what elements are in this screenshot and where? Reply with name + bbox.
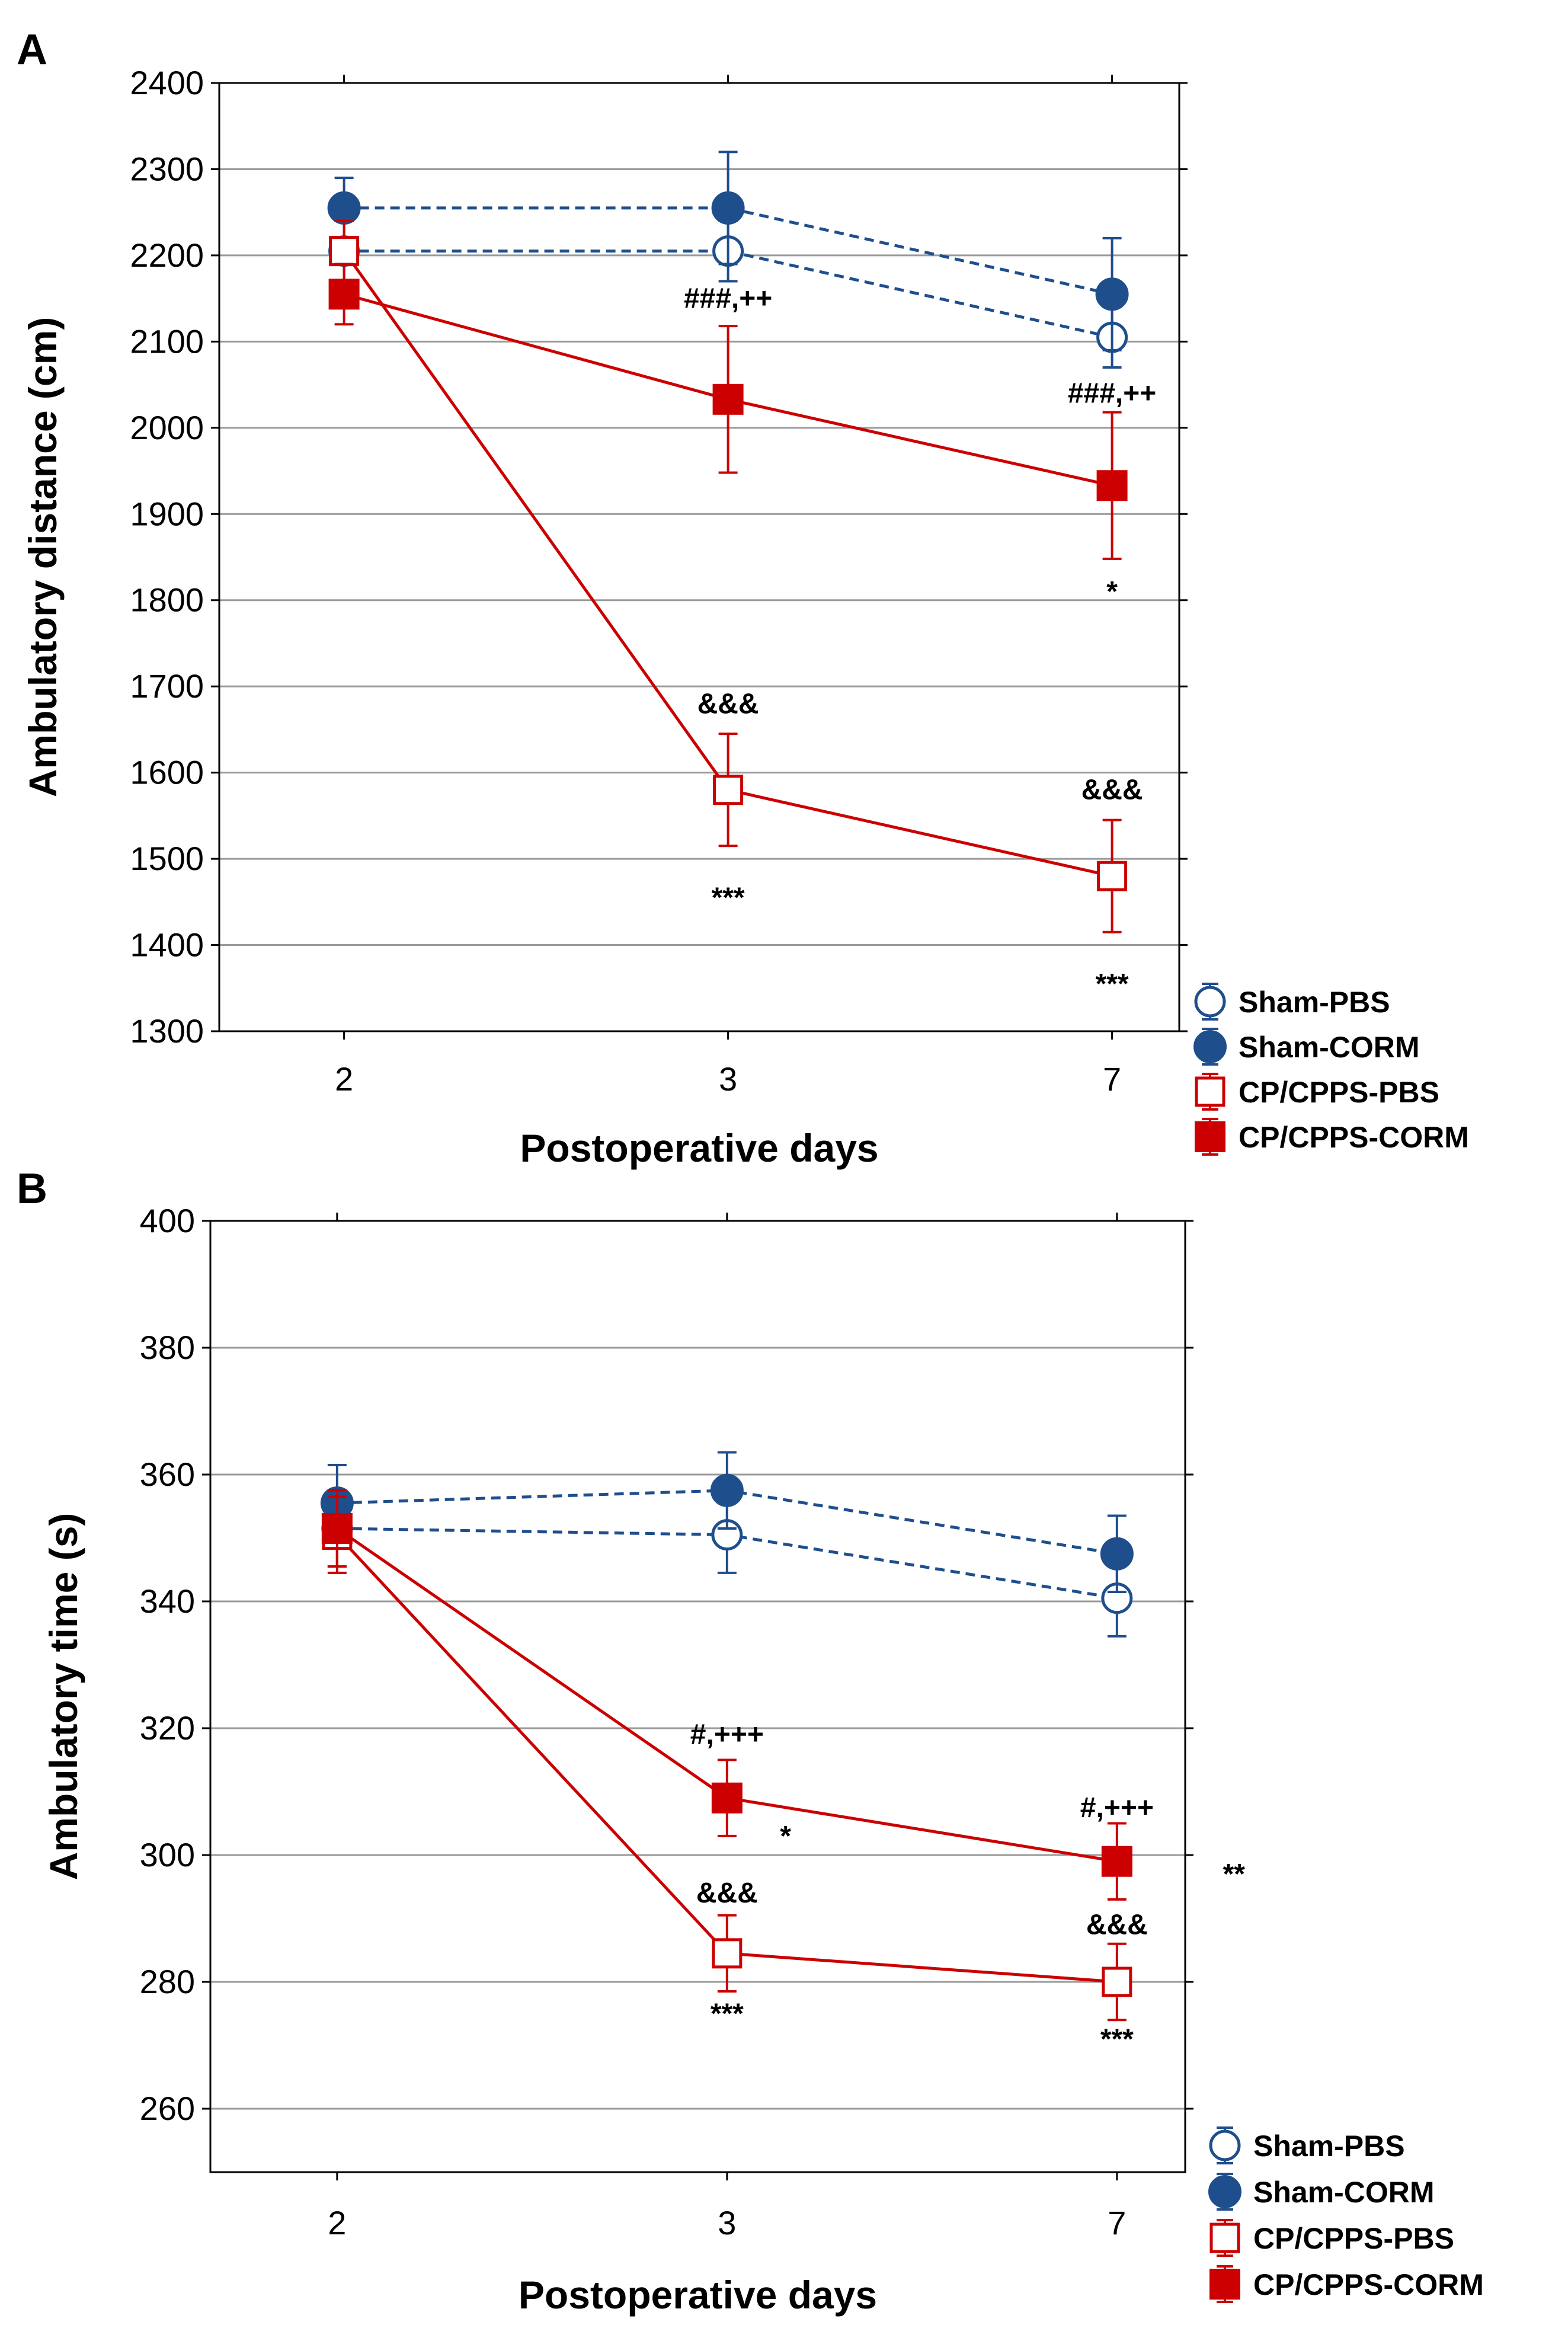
y-tick-label: 2100 [130,322,204,360]
significance-annotation: *** [712,882,745,914]
y-tick-label: 2200 [130,236,204,274]
legend-marker [1209,2223,1240,2253]
y-tick-label: 320 [140,1709,195,1747]
data-point [710,1473,744,1507]
y-tick-label: 1900 [130,495,204,532]
legend: Sham-PBS Sham-CORM CP/CPPS-PBS CP/CPPS-CORM [1208,2126,1484,2303]
significance-annotation: * [780,1821,791,1852]
legend-marker [1195,1076,1225,1107]
y-tick-label: 2300 [130,150,204,187]
x-tick-label: 3 [718,2204,736,2241]
legend-label: CP/CPPS-PBS [1253,2222,1454,2255]
series-sham-corm [327,151,1129,351]
panel-a: A 1300 1400 1500 1600 1700 1800 1900 2000 2100 220… [17,26,1469,1170]
y-tick-label: 360 [140,1456,195,1493]
y-tick-label: 400 [140,1202,195,1239]
significance-annotation: *** [1096,968,1129,1000]
data-point [712,1938,743,1969]
significance-annotation: *** [711,1998,744,2030]
x-tick-label: 2 [328,2204,346,2241]
y-tick-label: 1600 [130,754,204,791]
significance-annotation: #,+++ [690,1719,764,1751]
panel-b: B 260 280 300 320 340 360 380 400 2 3 7 Postoperativ… [17,1165,1484,2317]
legend-label: Sham-PBS [1253,2129,1405,2163]
data-point [711,1782,743,1814]
series-cp-cpps-pbs [329,219,1128,933]
legend: Sham-PBS Sham-CORM CP/CPPS-PBS CP/CPPS-CORM [1193,983,1469,1156]
x-axis-title: Postoperative days [519,2273,877,2317]
x-tick-label: 3 [719,1060,737,1098]
series-line [344,206,1113,296]
significance-annotation: &&& [1086,1910,1148,1941]
y-tick-label: 1300 [130,1012,204,1050]
significance-annotation: #,+++ [1080,1792,1154,1824]
x-tick-label: 7 [1103,1060,1121,1098]
data-point [1095,277,1129,311]
significance-annotation: ** [1223,1859,1246,1890]
series-line [344,250,1113,339]
data-point [1096,470,1128,501]
data-point [1101,1846,1132,1877]
x-axis-title: Postoperative days [520,1126,878,1170]
significance-annotation: *** [1100,2023,1134,2055]
legend-marker [1209,2269,1240,2300]
significance-annotation: ###,++ [1068,378,1156,410]
series-cp-cpps-pbs [322,1495,1132,2022]
panel-letter: B [17,1165,47,1213]
x-tick-label: 2 [335,1060,353,1098]
y-tick-label: 2400 [130,64,204,101]
y-tick-label: 280 [140,1963,195,2000]
y-tick-label: 1800 [130,581,204,619]
legend-marker [1208,2175,1241,2208]
legend-marker [1193,1030,1227,1063]
y-tick-label: 2000 [130,409,204,446]
data-point [1102,1966,1132,1997]
y-tick-label: 300 [140,1836,195,1873]
y-axis-title: Ambulatory time (s) [41,1513,85,1881]
data-point [328,279,360,310]
y-axis-title: Ambulatory distance (cm) [21,317,65,798]
legend-label: CP/CPPS-CORM [1253,2268,1484,2301]
x-tick-label: 7 [1108,2204,1126,2241]
data-point [1100,1537,1134,1571]
y-tick-label: 1500 [130,840,204,877]
series-cp-cpps-corm [328,263,1128,560]
y-tick-label: 1400 [130,926,204,964]
significance-annotation: &&& [1081,775,1143,806]
data-point [713,775,744,805]
legend-label: Sham-PBS [1239,986,1390,1019]
legend-label: CP/CPPS-CORM [1239,1121,1469,1154]
series-cp-cpps-corm [321,1489,1132,1901]
data-point [711,191,745,225]
legend-label: Sham-CORM [1239,1031,1420,1064]
legend-marker [1209,2129,1241,2161]
legend-label: Sham-CORM [1253,2176,1435,2209]
legend-marker [1194,986,1226,1018]
significance-annotation: &&& [696,1878,758,1909]
y-tick-label: 380 [140,1329,195,1366]
plot-frame [209,1220,1186,2173]
y-tick-label: 1700 [130,667,204,705]
panel-letter: A [17,26,47,73]
data-point [327,191,361,225]
significance-annotation: &&& [697,688,759,719]
y-tick-label: 340 [140,1582,195,1620]
data-point [712,383,744,415]
plot-frame [218,82,1180,1032]
data-point [321,1512,353,1544]
significance-annotation: * [1106,576,1118,607]
data-point [1097,861,1128,891]
data-point [329,236,360,267]
legend-label: CP/CPPS-PBS [1239,1076,1439,1109]
y-tick-label: 260 [140,2090,195,2127]
significance-annotation: ###,++ [684,283,772,315]
legend-marker [1195,1121,1225,1152]
